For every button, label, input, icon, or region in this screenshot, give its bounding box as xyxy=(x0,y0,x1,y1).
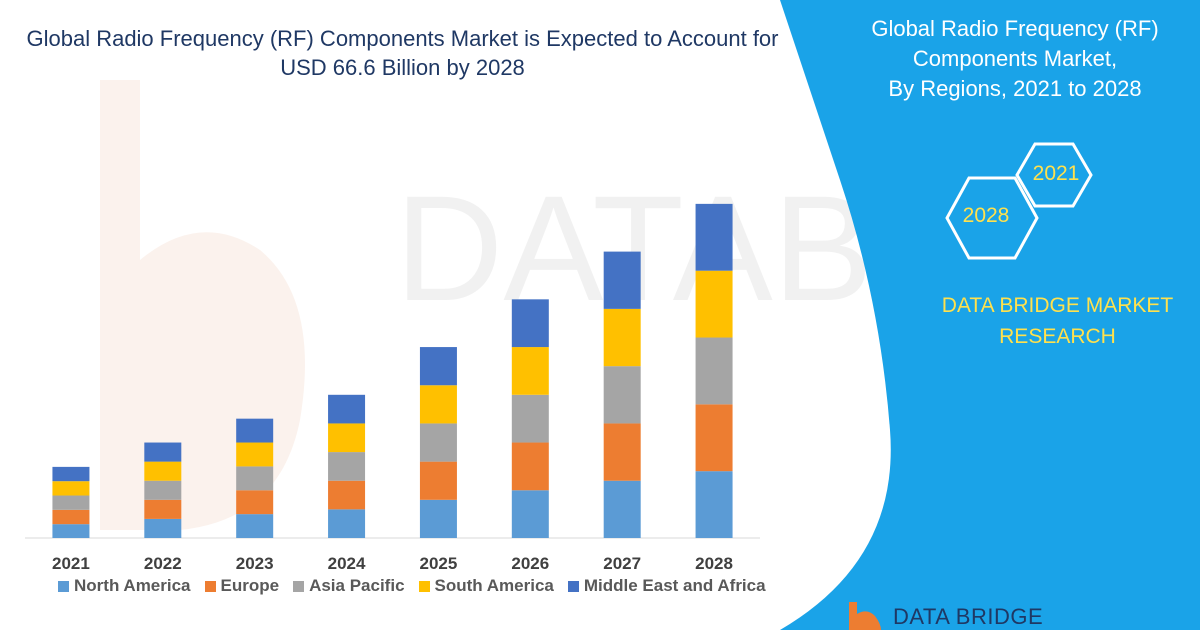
x-tick-label: 2027 xyxy=(603,554,641,573)
legend-swatch xyxy=(418,580,430,592)
legend-swatch xyxy=(567,580,579,592)
bar-segment xyxy=(511,394,549,443)
hexagon-icons xyxy=(945,142,1093,260)
bar-segment xyxy=(328,480,366,510)
bar-segment xyxy=(144,442,182,462)
bar-segment xyxy=(603,366,641,424)
bar-segment xyxy=(52,495,90,510)
legend-label: South America xyxy=(434,576,554,595)
bar-segment xyxy=(52,524,90,538)
bar-segment xyxy=(511,299,549,348)
bar-segment xyxy=(511,490,549,538)
bar-segment xyxy=(603,480,641,538)
hex-label-end-year: 2028 xyxy=(962,204,1010,227)
bar-segment xyxy=(328,394,366,424)
bar-segment xyxy=(419,461,457,500)
x-tick-label: 2026 xyxy=(511,554,549,573)
legend-label: Europe xyxy=(220,576,280,595)
x-tick-label: 2028 xyxy=(695,554,733,573)
legend-label: Asia Pacific xyxy=(309,576,405,595)
bar-segment xyxy=(52,466,90,482)
chart-legend: North America Europe Asia Pacific South Ame… xyxy=(58,576,766,596)
bar-segment xyxy=(511,442,549,491)
bar-segment xyxy=(328,509,366,538)
legend-item: Europe xyxy=(204,576,280,596)
bar-segment xyxy=(236,418,274,443)
legend-label: North America xyxy=(74,576,191,595)
footer-logo-text: DATA BRIDGE xyxy=(893,604,1044,629)
bar-segment xyxy=(236,490,274,515)
bar-segment xyxy=(695,203,733,271)
bar-segment xyxy=(419,499,457,538)
company-name: DATA BRIDGE MARKET RESEARCH xyxy=(941,294,1174,348)
x-tick-label: 2021 xyxy=(52,554,90,573)
bar-segment xyxy=(144,480,182,500)
bar-segment xyxy=(511,347,549,395)
x-tick-label: 2025 xyxy=(420,554,458,573)
bar-segment xyxy=(236,514,274,538)
x-tick-label: 2023 xyxy=(236,554,274,573)
bar-segment xyxy=(695,270,733,338)
x-tick-label: 2022 xyxy=(144,554,182,573)
legend-item: Asia Pacific xyxy=(293,576,405,596)
bar-segment xyxy=(328,452,366,481)
bar-segment xyxy=(419,423,457,462)
bar-segment xyxy=(419,385,457,424)
bar-segment xyxy=(419,347,457,386)
x-tick-label: 2024 xyxy=(328,554,366,573)
bar-segment xyxy=(603,423,641,481)
legend-swatch xyxy=(293,580,305,592)
hexagon-2028-icon xyxy=(945,176,1039,260)
hex-label-start-year: 2021 xyxy=(1032,162,1080,185)
bar-segment xyxy=(52,481,90,496)
bar-segment xyxy=(603,308,641,367)
bar-segment xyxy=(236,442,274,467)
bar-segment xyxy=(52,509,90,525)
bar-segment xyxy=(695,337,733,405)
stacked-bar-chart: 2021 2022 2023 2024 2025 2026 2027 2028 xyxy=(25,203,760,573)
bar-segment xyxy=(144,499,182,519)
logo-icon xyxy=(849,602,881,630)
bar-segment xyxy=(144,518,182,538)
legend-swatch xyxy=(58,580,69,592)
legend-label: Middle East and Africa xyxy=(583,576,766,595)
bar-segment xyxy=(236,466,274,491)
info-panel-background xyxy=(780,0,1200,630)
legend-swatch xyxy=(204,580,216,592)
hexagon-2021-icon xyxy=(1015,142,1093,208)
chart-title: Global Radio Frequency (RF) Components M… xyxy=(26,26,779,80)
legend-item: South America xyxy=(418,576,554,596)
bar-segment xyxy=(695,404,733,472)
bar-segment xyxy=(603,251,641,309)
panel-title: Global Radio Frequency (RF) Components M… xyxy=(871,16,1159,101)
legend-item: North America xyxy=(58,576,191,596)
legend-item: Middle East and Africa xyxy=(567,576,766,596)
bar-segment xyxy=(144,461,182,481)
bar-segment xyxy=(328,423,366,453)
bar-segment xyxy=(695,471,733,538)
